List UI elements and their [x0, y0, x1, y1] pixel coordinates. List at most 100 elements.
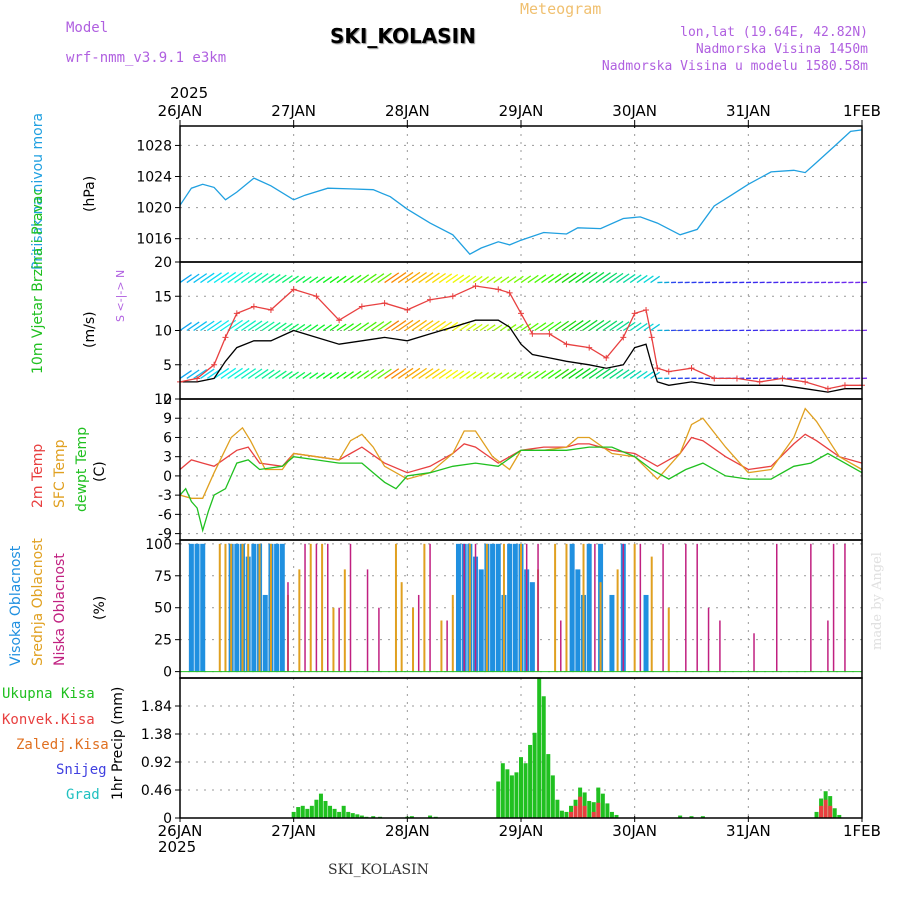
wind-arrow — [459, 370, 471, 379]
wind-arrow — [384, 368, 400, 379]
panel-frames — [179, 125, 863, 819]
wind-arrow — [561, 368, 577, 379]
wind-arrow — [397, 367, 414, 379]
wind-arrow — [582, 367, 598, 379]
wind-arrow — [431, 320, 446, 332]
x-tick-label-bottom: 30JAN — [612, 822, 657, 840]
footer-station: SKI_KOLASIN — [328, 862, 429, 878]
wind-arrow — [241, 320, 257, 332]
wind-arrow — [206, 272, 222, 284]
wind-arrow — [227, 271, 243, 284]
wind-arrow — [281, 323, 293, 332]
precip-bar — [328, 805, 333, 818]
wind-arrow — [609, 272, 624, 284]
wind-arrow — [513, 323, 524, 332]
x-tick-label-top: 1FEB — [843, 102, 881, 120]
precip-bar — [428, 815, 433, 818]
cloud-bar — [639, 543, 642, 672]
wind-arrow — [213, 319, 230, 332]
gust-point — [233, 310, 240, 317]
wind-arrow — [493, 324, 503, 332]
y-tick-label: 75 — [154, 569, 172, 585]
y-tick-label: 100 — [145, 537, 172, 553]
wind-arrow — [520, 371, 532, 379]
cloud-bar — [650, 556, 653, 672]
x-tick-label-top: 27JAN — [271, 102, 316, 120]
wind-arrow — [316, 276, 326, 284]
precip-bar — [819, 805, 824, 818]
wind-arrow — [500, 372, 510, 379]
cloud-bar — [304, 543, 306, 672]
wind-arrow — [261, 273, 275, 284]
wind-arrow — [622, 273, 636, 284]
cloud-bar — [440, 620, 443, 672]
wind-arrow — [472, 371, 483, 379]
wind-arrow — [186, 321, 200, 332]
panel-frame-precip — [179, 677, 863, 819]
cloud-bar — [474, 543, 477, 672]
x-tick-label-bottom: 29JAN — [499, 822, 544, 840]
cloud-bar — [753, 633, 755, 672]
series-line-2m-temp — [179, 433, 863, 474]
wind-arrow — [336, 323, 347, 332]
cloud-bar — [832, 543, 835, 672]
wind-arrow — [595, 272, 611, 284]
cloud-bar — [455, 543, 461, 672]
gust-point — [643, 306, 650, 313]
wind-arrow — [588, 319, 605, 332]
wind-arrow — [275, 370, 287, 379]
wind-arrow — [179, 322, 192, 332]
wind-arrow — [411, 271, 427, 284]
wind-arrow — [411, 319, 427, 332]
gust-point — [546, 330, 553, 337]
y-tick-label: 15 — [154, 289, 172, 305]
y-tick-label: 25 — [154, 633, 172, 649]
cloud-bar — [554, 543, 557, 672]
wind-arrow — [241, 368, 257, 379]
legend-graupel: Grad — [66, 787, 100, 803]
wind-arrow — [472, 323, 483, 332]
gust-point — [506, 289, 513, 296]
wind-compass-label: S <-|-> N — [114, 269, 127, 322]
wind-arrow — [213, 367, 230, 379]
wind-arrow — [643, 323, 654, 332]
cloud-bar — [343, 569, 346, 672]
cloud-bar — [262, 594, 268, 672]
precip-bar — [291, 811, 296, 818]
precip-bar — [837, 814, 842, 818]
wind-arrow — [343, 275, 354, 284]
wind-arrow — [438, 321, 453, 332]
precip-bar — [578, 796, 583, 818]
wind-arrow — [295, 371, 306, 379]
wind-arrow — [329, 323, 340, 332]
gust-point — [529, 330, 536, 337]
wind-arrow — [213, 272, 230, 284]
cloud-bar — [468, 543, 471, 672]
cloud-bar — [349, 543, 352, 672]
gust-point — [449, 293, 456, 300]
cloud-bar — [241, 543, 244, 672]
precip-bar — [582, 805, 587, 818]
panel-frame-pressure — [179, 125, 863, 263]
wind-arrow — [247, 368, 263, 379]
wind-arrow — [404, 319, 421, 332]
cloud-bar — [338, 607, 340, 672]
wind-arrow — [425, 368, 440, 379]
series-line-brzina — [180, 319, 862, 393]
cloud-bar — [719, 620, 721, 672]
wind-arrow — [254, 320, 269, 332]
wind-arrow — [466, 275, 477, 284]
gust-point — [688, 365, 695, 372]
cloud-bar — [224, 543, 227, 672]
wind-arrow — [582, 271, 598, 284]
wind-arrow — [247, 320, 263, 332]
cloud-bar — [378, 607, 380, 672]
wind-arrow — [391, 272, 407, 284]
y-tick-label: 6 — [163, 430, 172, 446]
cloud-bar — [327, 543, 329, 672]
precip-bar — [700, 816, 705, 818]
wind-arrow — [288, 323, 299, 332]
cloud-bar — [485, 543, 488, 672]
precip-bar — [296, 807, 301, 818]
cloud-bar — [394, 543, 397, 672]
